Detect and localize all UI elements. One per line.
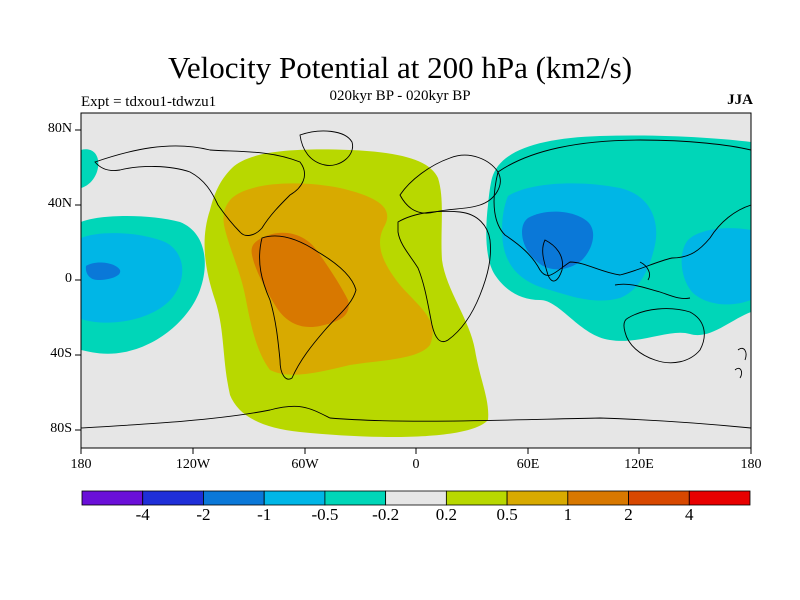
season-label: JJA [727, 92, 753, 108]
colorbar-label: 2 [624, 505, 633, 524]
colorbar-label: 1 [563, 505, 573, 524]
colorbar-label: 4 [685, 505, 694, 524]
colorbar-swatch [81, 490, 144, 506]
colorbar-label: -0.5 [311, 505, 339, 524]
lon-tick-label: 120E [624, 457, 654, 472]
coastline-africa [397, 210, 491, 343]
colorbar-swatch [628, 490, 690, 506]
contour-strong-positive [251, 232, 349, 328]
colorbar-label: -2 [196, 505, 211, 524]
lon-tick-label: 180 [740, 457, 762, 472]
coastline-new-zealand [734, 347, 747, 379]
colorbar-swatch [445, 490, 508, 506]
lat-tick-label: 80S [50, 421, 72, 436]
coastline-australia [623, 308, 705, 364]
colorbar-swatch [324, 490, 387, 506]
colorbar-label: 0.2 [435, 505, 457, 524]
colorbar-label: -4 [135, 505, 150, 524]
lat-tick-label: 40S [50, 346, 72, 361]
colorbar-swatch [567, 490, 629, 506]
colorbar-swatch [263, 490, 326, 506]
colorbar-label: -1 [257, 505, 272, 524]
coastline-greenland [299, 130, 354, 166]
colorbar-swatch [506, 490, 569, 506]
lon-tick-label: 120W [175, 457, 211, 472]
colorbar-label: 0.5 [496, 505, 518, 524]
lon-tick-label: 60W [291, 457, 319, 472]
lon-tick-label: 0 [412, 457, 420, 472]
lat-tick-label: 40N [47, 196, 72, 211]
coastline-antarctica [81, 405, 751, 429]
colorbar-swatch [203, 490, 265, 506]
map-panel [81, 113, 751, 448]
contour-mid-negative-pacific-west [81, 233, 183, 323]
colorbar-swatch [385, 490, 447, 506]
coastline-india [542, 239, 563, 282]
coastline-europe [399, 154, 501, 214]
map-title: Velocity Potential at 200 hPa (km2/s) [167, 50, 633, 85]
colorbar-label: -0.2 [372, 505, 400, 524]
coastline-north-america [94, 145, 305, 236]
contour-weak-negative-arctic [81, 149, 99, 188]
colorbar-swatch [142, 490, 204, 506]
coastline-south-america [259, 235, 357, 380]
experiment-label: Expt = tdxou1-tdwzu1 [81, 94, 217, 110]
colorbar [81, 490, 751, 506]
lon-tick-label: 180 [70, 457, 92, 472]
coastline-asia [493, 139, 751, 276]
coastline-maritime-continent [614, 261, 691, 299]
coastlines [81, 130, 751, 429]
lat-tick-label: 80N [47, 121, 72, 136]
colorbar-swatch [688, 490, 751, 506]
axis-ticks [75, 129, 752, 454]
contour-mid-negative-pacific [681, 228, 751, 305]
map-subtitle: 020kyr BP - 020kyr BP [329, 88, 471, 104]
contour-strong-negative-pacific-west [85, 262, 121, 280]
lon-tick-label: 60E [516, 457, 540, 472]
lat-tick-label: 0 [65, 271, 72, 286]
contour-strong-negative-asia [522, 211, 594, 270]
